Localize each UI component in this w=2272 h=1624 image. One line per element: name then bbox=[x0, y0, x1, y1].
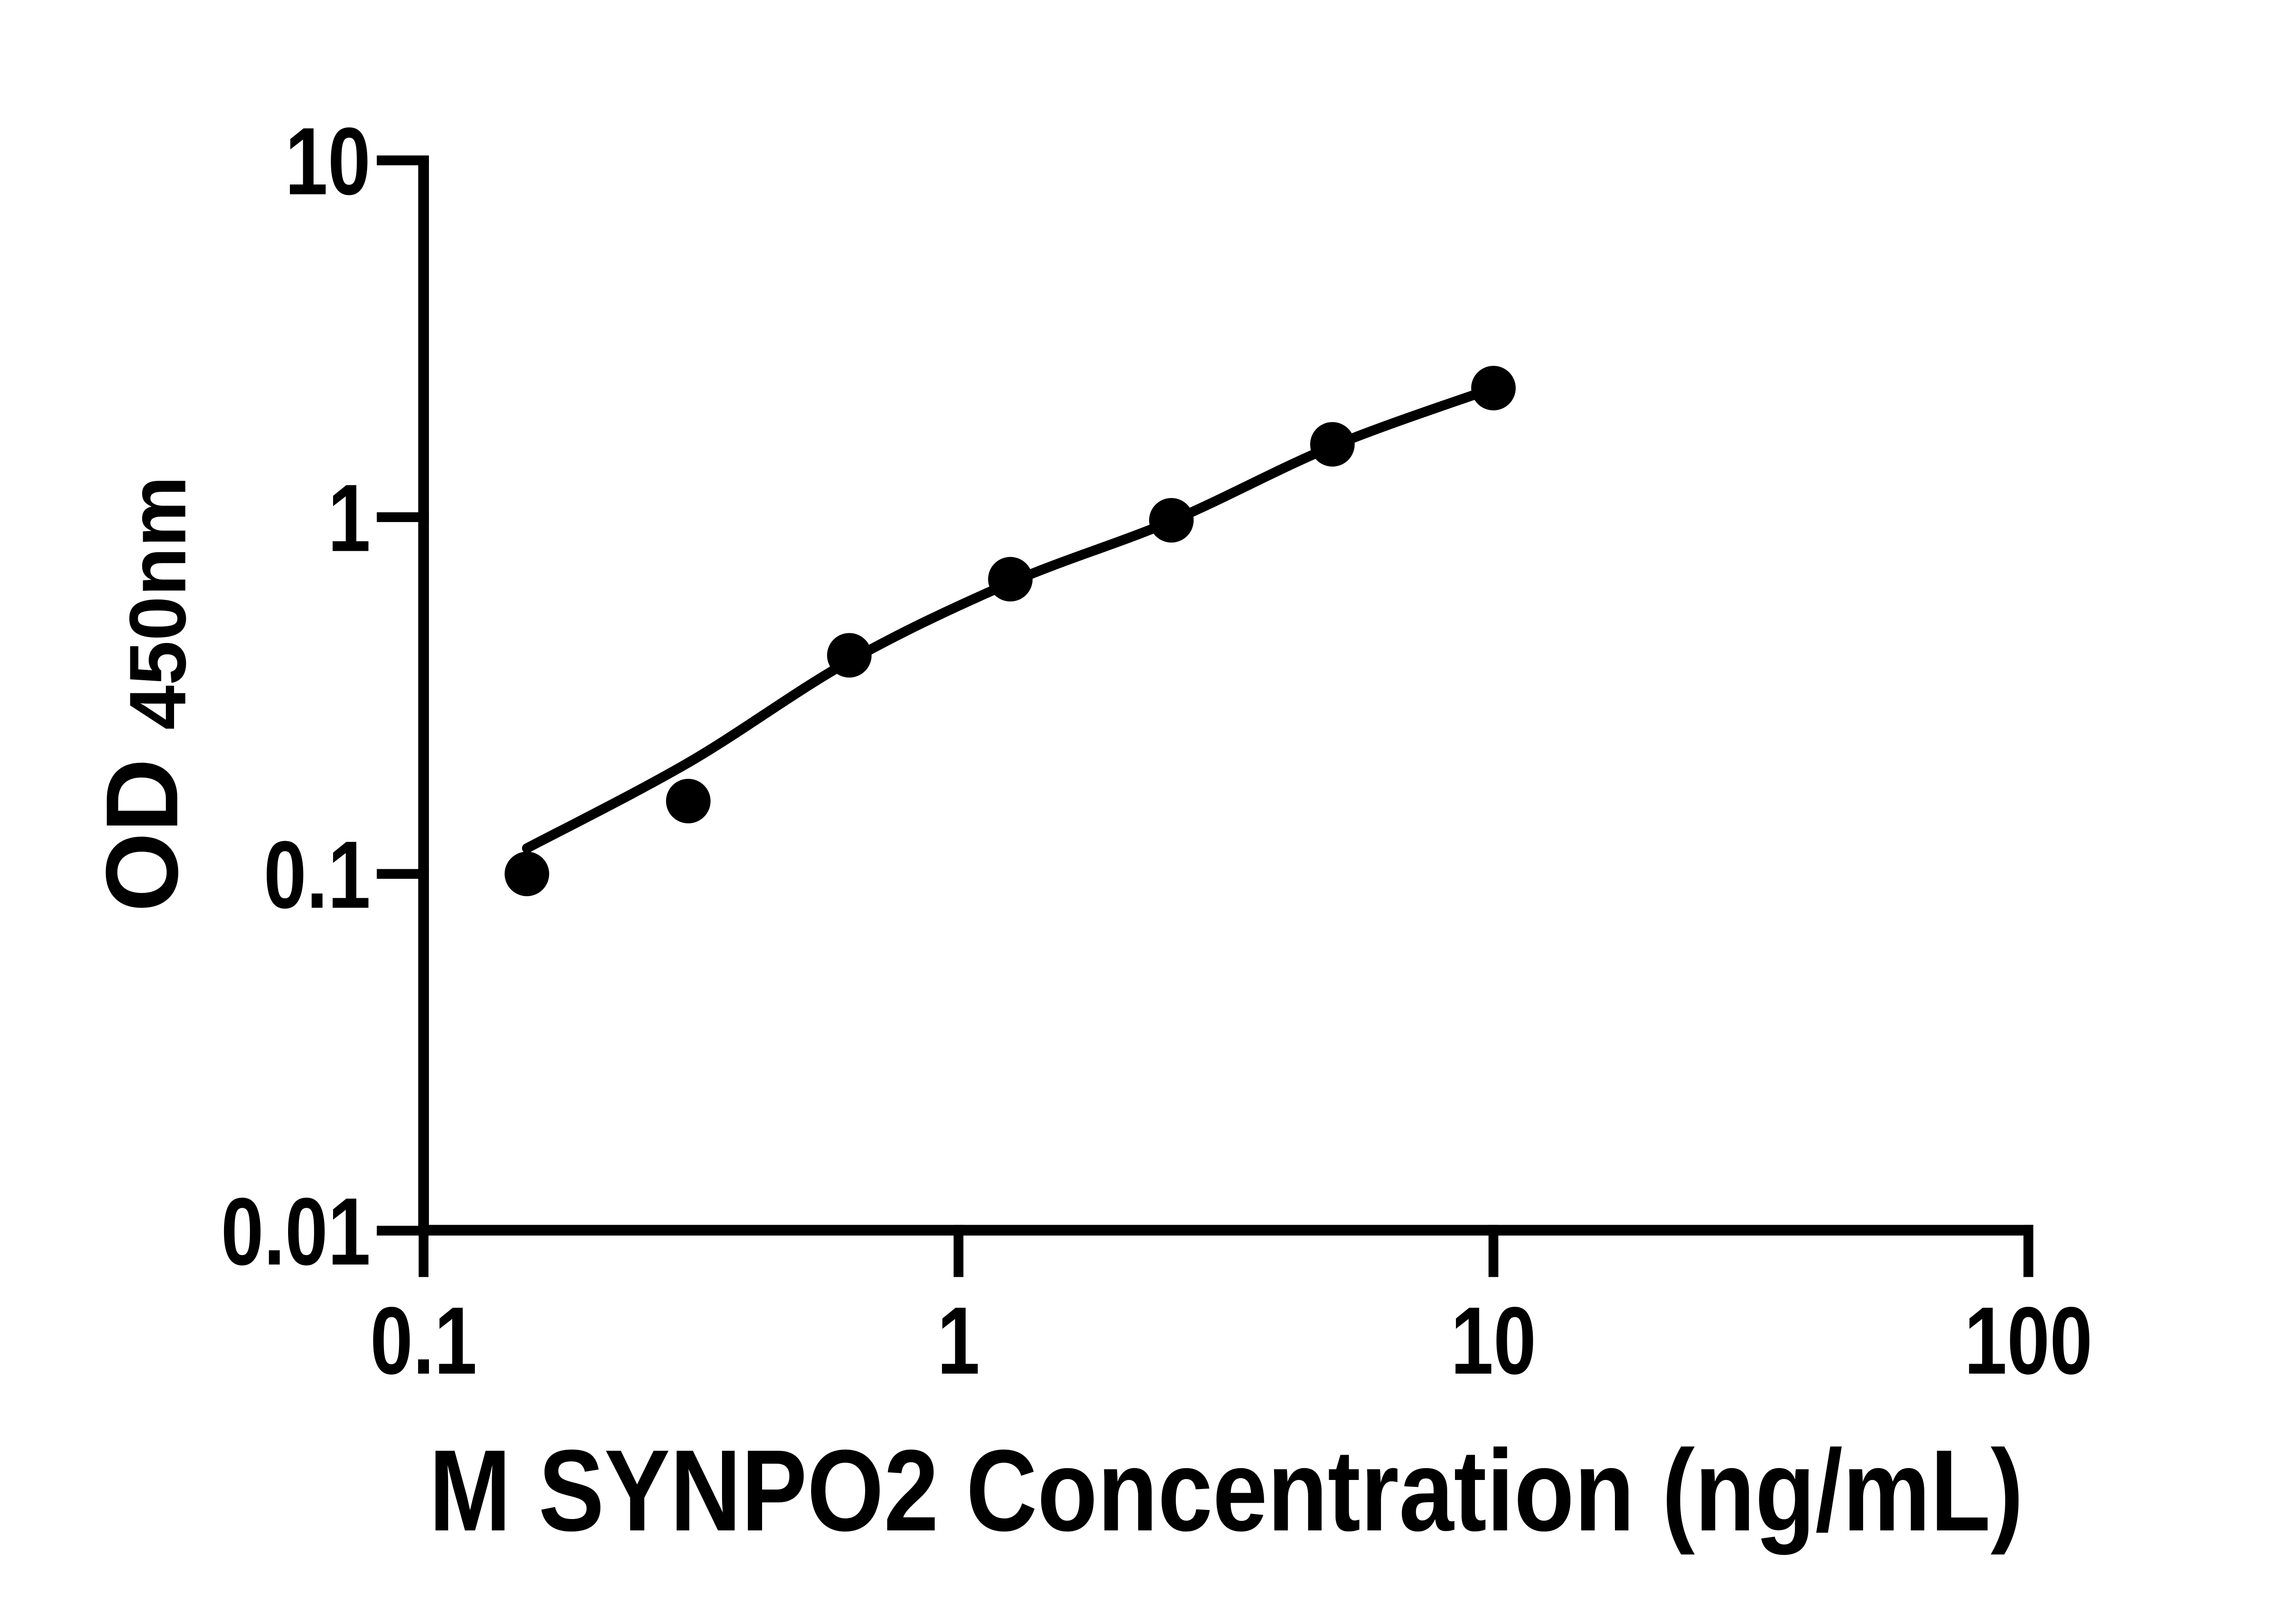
y-tick-label: 0.01 bbox=[221, 1178, 370, 1285]
data-point bbox=[1471, 366, 1516, 411]
y-axis-title: OD 450nm bbox=[85, 476, 203, 912]
y-tick-label: 1 bbox=[328, 464, 370, 572]
x-tick-label: 10 bbox=[1451, 1287, 1536, 1394]
ticks-layer bbox=[377, 155, 2033, 1277]
x-axis-title: M SYNPO2 Concentration (ng/mL) bbox=[429, 1426, 2023, 1555]
y-axis-title-base: OD bbox=[85, 758, 199, 912]
y-tick-label: 10 bbox=[285, 107, 370, 214]
y-axis-title-subscript: 450nm bbox=[113, 476, 203, 730]
data-point bbox=[988, 557, 1033, 602]
figure-background bbox=[0, 16, 2272, 1608]
data-point bbox=[1310, 422, 1355, 467]
x-tick-label: 0.1 bbox=[370, 1287, 477, 1394]
data-point bbox=[666, 778, 711, 823]
data-point bbox=[827, 633, 872, 678]
data-point bbox=[504, 852, 549, 897]
data-point bbox=[1149, 498, 1194, 543]
y-tick-label: 0.1 bbox=[264, 821, 370, 928]
x-tick-label: 100 bbox=[1964, 1287, 2093, 1394]
axes-layer bbox=[418, 159, 2033, 1236]
x-tick-label: 1 bbox=[937, 1287, 980, 1394]
data-points-layer bbox=[504, 366, 1516, 897]
